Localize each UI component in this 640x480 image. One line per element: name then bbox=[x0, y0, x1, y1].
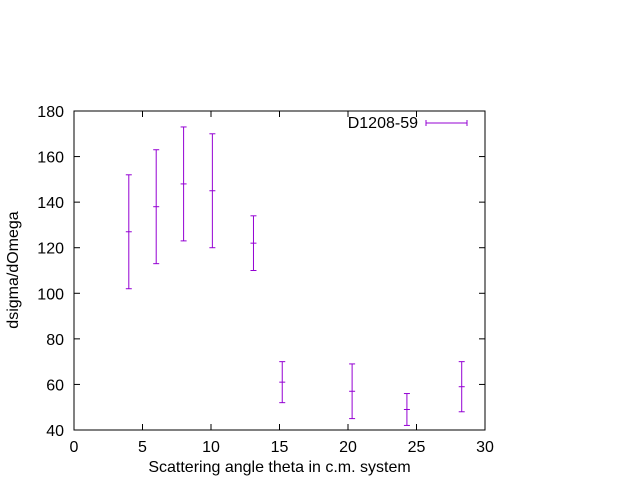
y-tick-label: 180 bbox=[37, 104, 64, 121]
error-bar-point bbox=[279, 361, 286, 404]
legend-swatch bbox=[425, 120, 468, 126]
error-bar-point bbox=[180, 126, 187, 242]
legend-label: D1208-59 bbox=[348, 115, 418, 132]
y-tick-label: 40 bbox=[46, 423, 64, 440]
error-bar-point bbox=[250, 215, 257, 271]
data-points bbox=[125, 126, 465, 426]
y-tick-label: 80 bbox=[46, 332, 64, 349]
error-bar-point bbox=[403, 393, 410, 426]
plot-frame bbox=[73, 110, 486, 431]
x-tick-label: 30 bbox=[476, 439, 494, 456]
error-bar-point bbox=[458, 361, 465, 413]
y-axis-ticks: 40 60 80 100 120 140 160 180 bbox=[37, 104, 485, 440]
x-axis-ticks: 0 5 10 15 20 25 30 bbox=[70, 111, 494, 456]
y-tick-label: 100 bbox=[37, 286, 64, 303]
error-bar-point bbox=[209, 133, 216, 249]
error-bar-point bbox=[349, 363, 356, 420]
y-tick-label: 160 bbox=[37, 150, 64, 167]
x-tick-label: 10 bbox=[202, 439, 220, 456]
y-tick-label: 140 bbox=[37, 195, 64, 212]
error-bar-point bbox=[125, 174, 132, 290]
error-bar-point bbox=[153, 149, 160, 265]
x-tick-label: 5 bbox=[138, 439, 147, 456]
y-tick-label: 120 bbox=[37, 241, 64, 258]
x-axis-label: Scattering angle theta in c.m. system bbox=[148, 459, 410, 476]
x-tick-label: 25 bbox=[408, 439, 426, 456]
y-tick-label: 60 bbox=[46, 377, 64, 394]
x-tick-label: 20 bbox=[339, 439, 357, 456]
x-tick-label: 0 bbox=[70, 439, 79, 456]
x-tick-label: 15 bbox=[271, 439, 289, 456]
y-axis-label: dsigma/dOmega bbox=[5, 211, 22, 328]
legend: D1208-59 bbox=[348, 115, 468, 132]
